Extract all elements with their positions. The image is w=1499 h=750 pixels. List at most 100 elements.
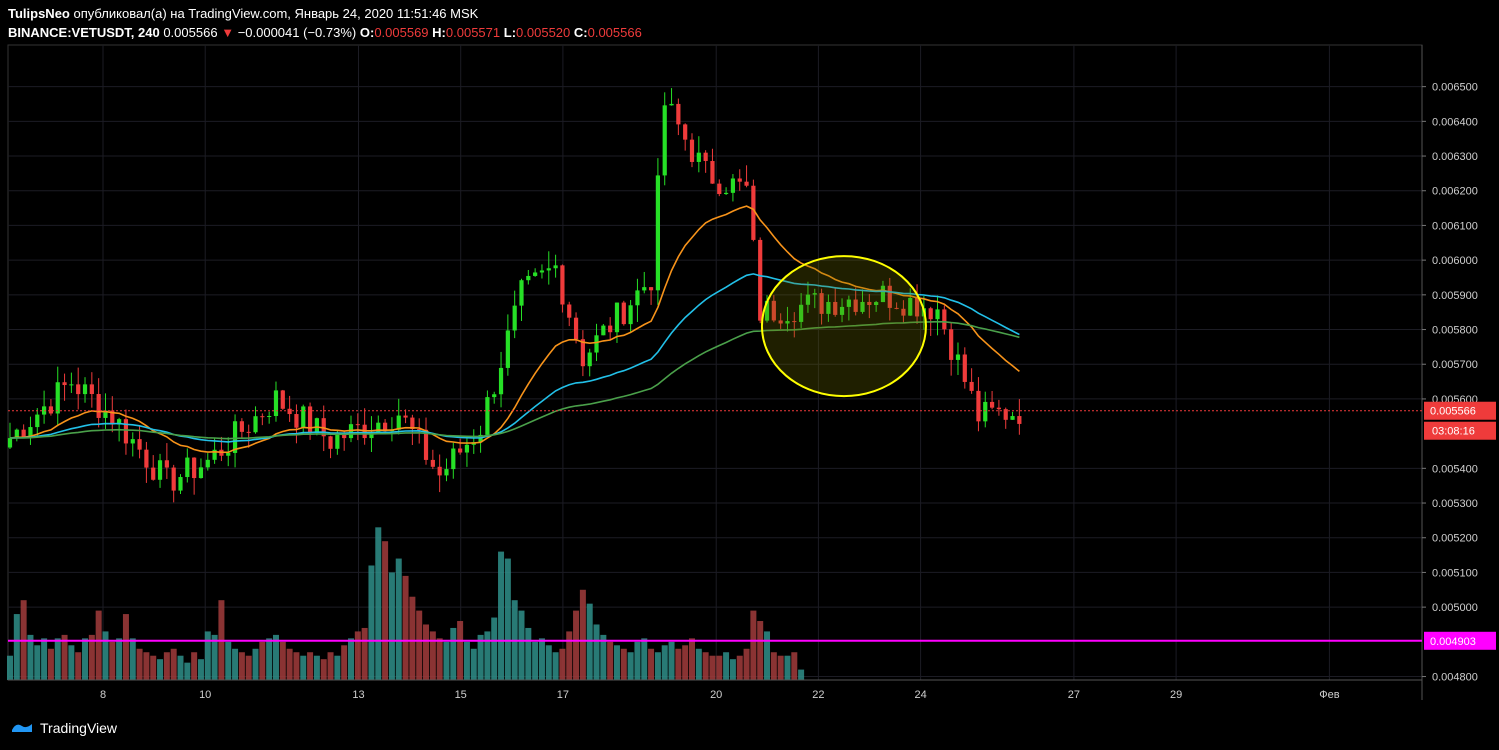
candle-body [792,321,797,323]
volume-bar [300,655,307,680]
candle-body [21,429,26,438]
x-tick-label: 8 [100,689,106,701]
volume-bar [245,655,252,680]
ema-fast-line [9,205,1020,454]
candle-body [512,305,517,331]
volume-bar [777,655,784,680]
high-label: H: [432,25,446,40]
volume-bar [484,631,491,680]
current-price-label: 0.005566 [1430,406,1476,418]
volume-bar [88,634,95,680]
volume-bar [607,641,614,680]
candle-body [178,477,183,491]
candle-body [969,381,974,391]
volume-bar [170,648,177,680]
candle-body [342,434,347,439]
volume-bar [211,634,218,680]
volume-bar [7,655,13,680]
volume-bar [559,648,566,680]
volume-bar [545,645,552,680]
candle-body [76,384,81,395]
candle-body [648,287,654,291]
y-tick-label: 0.005100 [1432,567,1478,579]
candle-body [14,429,19,439]
volume-bar [272,634,279,680]
volume-bar [197,659,204,680]
candle-body [635,290,640,306]
y-tick-label: 0.005000 [1432,602,1478,614]
volume-bar [661,645,668,680]
volume-bar [266,638,273,680]
volume-bar [47,648,54,680]
y-tick-label: 0.005200 [1432,533,1478,545]
candle-body [1010,416,1015,420]
candle-body [833,301,838,315]
volume-bar [798,669,805,680]
candle-body [860,301,865,312]
x-tick-label: 27 [1068,689,1080,701]
volume-bar [723,652,730,680]
footer-brand[interactable]: TradingView [10,720,117,736]
volume-bar [716,655,723,680]
volume-bar [157,659,164,680]
volume-bar [593,624,600,680]
candle-body [144,449,149,468]
volume-bar [709,655,716,680]
candle-body [880,285,886,303]
volume-bar [252,648,259,680]
candle-body [55,382,60,414]
candle-body [485,397,490,435]
candle-body [130,439,135,444]
volume-bar [634,641,641,680]
candle-body [744,181,749,186]
candle-body [771,300,776,321]
volume-bar [423,624,430,680]
candle-body [280,390,285,409]
volume-bar [122,614,129,680]
candle-body [976,390,981,422]
candle-body [444,469,449,476]
candle-body [328,436,333,449]
candle-body [239,421,244,432]
candle-body [403,415,408,418]
author-name[interactable]: TulipsNeo [8,6,70,21]
candle-body [260,416,265,418]
volume-bar [586,603,593,680]
open-label: O: [359,25,375,40]
y-tick-label: 0.005400 [1432,463,1478,475]
candle-body [826,301,831,314]
x-tick-label: 20 [710,689,722,701]
y-tick-label: 0.005800 [1432,325,1478,337]
candle-body [594,335,599,353]
x-tick-label: 29 [1170,689,1182,701]
candle-body [717,183,722,195]
y-tick-label: 0.006300 [1432,151,1478,163]
symbol-label[interactable]: BINANCE:VETUSDT, 240 [8,25,160,40]
volume-bar [566,631,573,680]
candle-body [839,306,845,315]
candle-body [867,301,872,305]
y-tick-label: 0.006000 [1432,255,1478,267]
candle-body [942,309,947,330]
volume-bar [361,627,368,680]
candle-body [928,308,933,320]
candle-body [533,272,538,276]
candle-body [48,406,54,414]
tradingview-logo-icon [12,724,32,732]
candle-body [580,339,585,367]
volume-bar [129,638,136,680]
y-tick-label: 0.006100 [1432,220,1478,232]
volume-bar [354,631,361,680]
candle-body [383,422,388,432]
volume-bar [184,662,191,680]
y-tick-label: 0.004800 [1432,672,1478,684]
candle-body [335,434,340,449]
y-tick-label: 0.005900 [1432,290,1478,302]
volume-bar [150,655,157,680]
candle-body [464,444,470,453]
candle-body [710,161,715,184]
candle-body [676,103,681,125]
candle-body [805,294,811,305]
candle-body [996,407,1001,410]
